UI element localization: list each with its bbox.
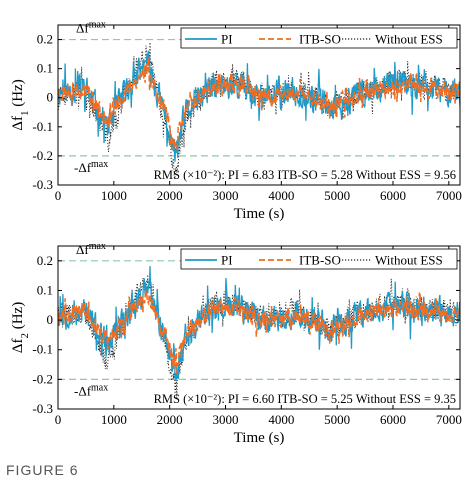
y-tick-label: 0 bbox=[47, 312, 54, 327]
y-tick-label: -0.1 bbox=[32, 119, 53, 134]
plot-frame bbox=[57, 24, 461, 186]
lower-limit-label: -Δfmax bbox=[74, 158, 108, 175]
x-tick-label: 3000 bbox=[213, 188, 239, 203]
y-tick-label: -0.1 bbox=[32, 342, 53, 357]
x-tick-label: 4000 bbox=[268, 188, 294, 203]
x-tick-label: 7000 bbox=[436, 412, 462, 427]
legend: PI ITB-SO Without ESS bbox=[180, 248, 458, 270]
y-tick-label: -0.2 bbox=[32, 371, 53, 386]
legend-label: ITB-SO bbox=[299, 32, 341, 47]
y-tick-label: 0 bbox=[47, 90, 54, 105]
x-tick-label: 0 bbox=[55, 412, 62, 427]
series-line-itb-so bbox=[58, 289, 460, 374]
legend-label: ITB-SO bbox=[299, 253, 341, 268]
y-tick-label: 0.2 bbox=[37, 253, 53, 268]
chart-panel-1: 0 1000 2000 3000 4000 5000 6000 7000 -0.3 -0.2 -0.… bbox=[10, 19, 462, 222]
x-axis-label: Time (s) bbox=[234, 430, 285, 446]
legend-label: PI bbox=[221, 253, 233, 268]
x-tick-label: 7000 bbox=[436, 188, 462, 203]
rms-annotation: RMS (×10⁻²): PI = 6.83 ITB-SO = 5.28 Wit… bbox=[154, 168, 456, 182]
series-line-itb-so bbox=[58, 57, 460, 152]
series-line-pi bbox=[58, 266, 460, 382]
y-tick-label: -0.3 bbox=[32, 177, 53, 192]
y-tick-label: 0.2 bbox=[37, 32, 53, 47]
x-axis-label: Time (s) bbox=[234, 206, 285, 222]
chart-panel-2: 0 1000 2000 3000 4000 5000 6000 7000 -0.3 -0.2 -0.… bbox=[10, 240, 462, 446]
x-tick-label: 1000 bbox=[101, 412, 127, 427]
rms-annotation: RMS (×10⁻²): PI = 6.60 ITB-SO = 5.25 Wit… bbox=[154, 392, 456, 406]
y-tick-label: 0.1 bbox=[37, 61, 53, 76]
x-tick-label: 2000 bbox=[157, 412, 183, 427]
y-axis-label: Δf1 (Hz) bbox=[10, 79, 31, 130]
lower-limit-label: -Δfmax bbox=[74, 382, 108, 399]
y-tick-label: -0.3 bbox=[32, 401, 53, 416]
y-axis-label: Δf2 (Hz) bbox=[10, 302, 31, 353]
y-tick-label: -0.2 bbox=[32, 148, 53, 163]
legend-label: Without ESS bbox=[375, 253, 443, 268]
legend-label: Without ESS bbox=[375, 32, 443, 47]
y-tick-label: 0.1 bbox=[37, 282, 53, 297]
legend: PI ITB-SO Without ESS bbox=[180, 27, 458, 49]
x-tick-label: 6000 bbox=[380, 412, 406, 427]
legend-box bbox=[180, 248, 458, 270]
x-tick-label: 2000 bbox=[157, 188, 183, 203]
x-tick-label: 0 bbox=[55, 188, 62, 203]
x-tick-label: 5000 bbox=[324, 188, 350, 203]
upper-limit-label: Δfmax bbox=[76, 240, 106, 257]
x-tick-label: 6000 bbox=[380, 188, 406, 203]
upper-limit-label: Δfmax bbox=[76, 19, 106, 36]
legend-label: PI bbox=[221, 32, 233, 47]
plot-frame bbox=[57, 245, 461, 410]
x-tick-label: 5000 bbox=[324, 412, 350, 427]
x-tick-label: 1000 bbox=[101, 188, 127, 203]
x-tick-label: 4000 bbox=[268, 412, 294, 427]
legend-box bbox=[180, 27, 458, 49]
figure-label: FIGURE 6 bbox=[6, 462, 79, 478]
x-tick-label: 3000 bbox=[213, 412, 239, 427]
